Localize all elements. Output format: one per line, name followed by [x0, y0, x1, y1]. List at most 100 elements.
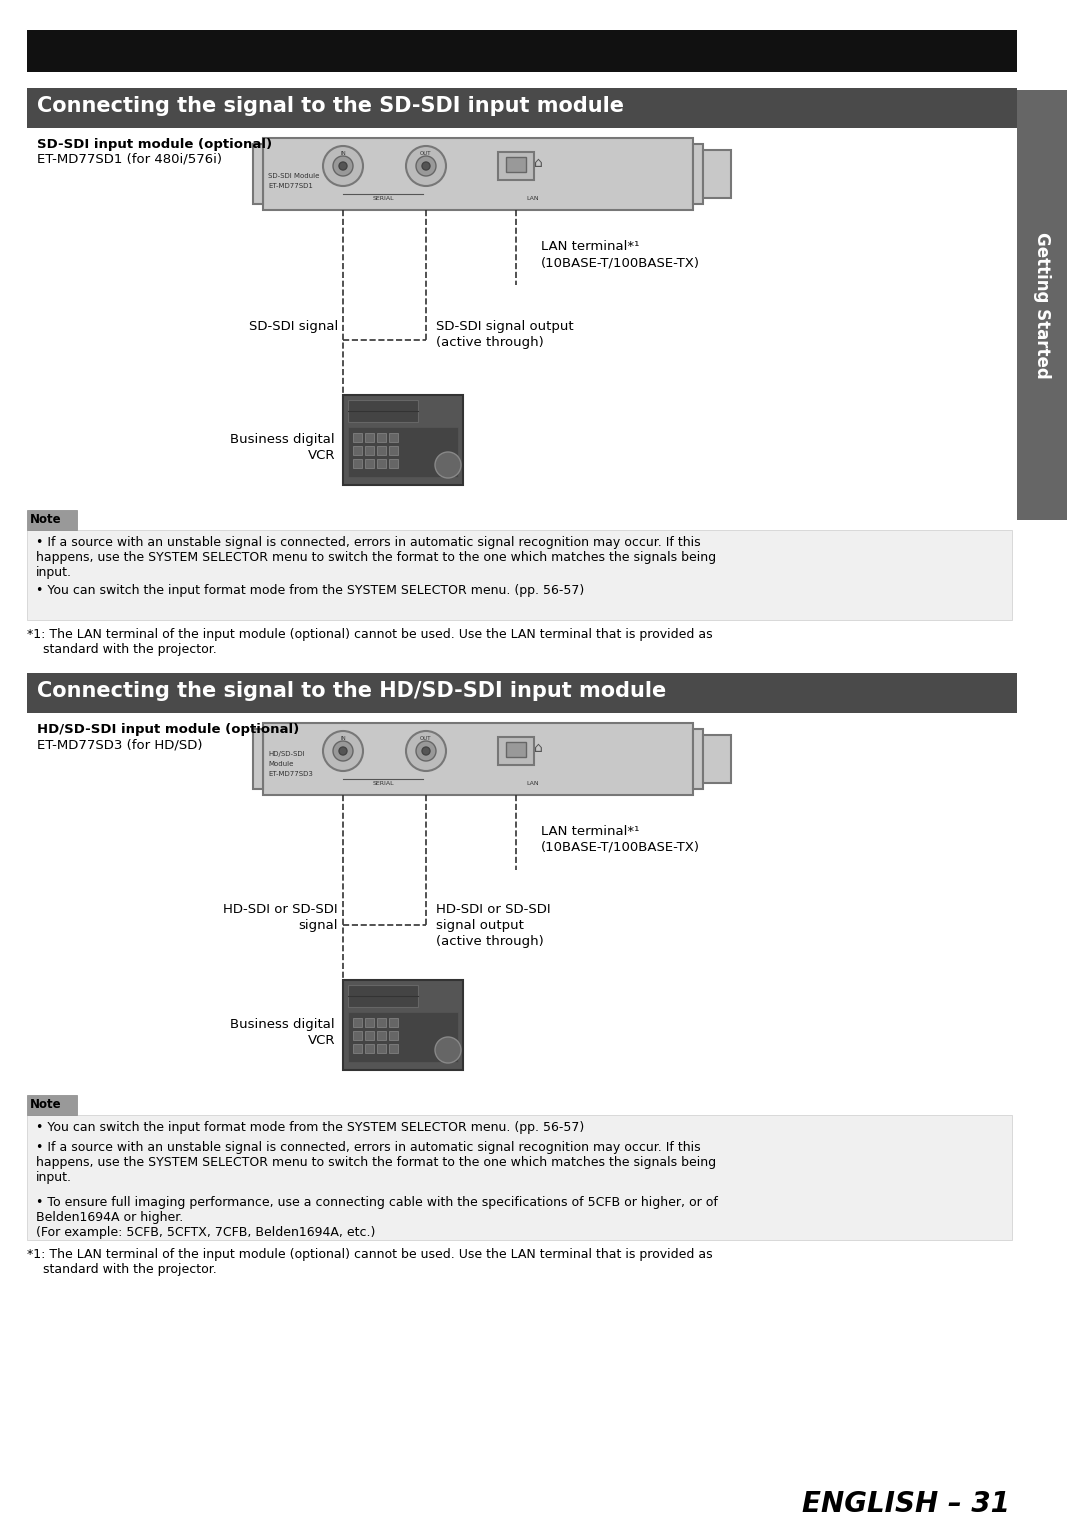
Text: (active through): (active through)	[436, 935, 543, 948]
Bar	[353, 1019, 362, 1028]
Text: • To ensure full imaging performance, use a connecting cable with the specificat: • To ensure full imaging performance, us…	[36, 1196, 718, 1238]
Text: • If a source with an unstable signal is connected, errors in automatic signal r: • If a source with an unstable signal is…	[36, 536, 716, 579]
Text: ENGLISH – 31: ENGLISH – 31	[802, 1490, 1010, 1518]
Bar	[27, 673, 1017, 713]
Text: ET-MD77SD1 (for 480i/576i): ET-MD77SD1 (for 480i/576i)	[37, 153, 222, 166]
Bar	[348, 400, 418, 421]
Text: SERIAL: SERIAL	[373, 195, 394, 202]
Bar	[365, 446, 374, 455]
Text: IN: IN	[340, 151, 346, 156]
Text: LAN terminal*¹: LAN terminal*¹	[541, 825, 639, 838]
Bar	[348, 985, 418, 1006]
Text: • You can switch the input format mode from the SYSTEM SELECTOR menu. (pp. 56-57: • You can switch the input format mode f…	[36, 1121, 584, 1135]
Bar	[389, 1044, 399, 1054]
Bar	[377, 1044, 386, 1054]
Bar	[377, 434, 386, 441]
Text: VCR: VCR	[308, 1034, 335, 1048]
Bar	[693, 144, 703, 205]
Bar	[253, 728, 264, 789]
Text: SD-SDI signal output: SD-SDI signal output	[436, 321, 573, 333]
Text: HD/SD-SDI: HD/SD-SDI	[268, 751, 305, 757]
Text: signal output: signal output	[436, 919, 524, 931]
Text: *1: The LAN terminal of the input module (optional) cannot be used. Use the LAN : *1: The LAN terminal of the input module…	[27, 628, 713, 657]
Text: Module: Module	[268, 760, 294, 767]
Text: LAN: LAN	[527, 195, 539, 202]
Text: • If a source with an unstable signal is connected, errors in automatic signal r: • If a source with an unstable signal is…	[36, 1141, 716, 1183]
Bar	[377, 446, 386, 455]
Circle shape	[406, 731, 446, 771]
Bar	[353, 1031, 362, 1040]
Circle shape	[333, 156, 353, 176]
Text: VCR: VCR	[308, 449, 335, 463]
Text: LAN terminal*¹: LAN terminal*¹	[541, 240, 639, 253]
Text: SERIAL: SERIAL	[373, 780, 394, 786]
Text: ET-MD77SD1: ET-MD77SD1	[268, 183, 313, 189]
Bar	[377, 1031, 386, 1040]
Text: IN: IN	[340, 736, 346, 741]
Bar	[365, 460, 374, 467]
Text: Note: Note	[30, 1098, 62, 1112]
Bar	[365, 1031, 374, 1040]
Bar	[27, 89, 1017, 128]
Circle shape	[406, 147, 446, 186]
Text: ⌂: ⌂	[534, 741, 542, 754]
Text: (10BASE-T/100BASE-TX): (10BASE-T/100BASE-TX)	[541, 257, 700, 269]
Circle shape	[416, 741, 436, 760]
Bar	[27, 1095, 77, 1115]
Bar	[498, 153, 534, 180]
Bar	[498, 738, 534, 765]
Text: OUT: OUT	[420, 736, 432, 741]
Text: SD-SDI input module (optional): SD-SDI input module (optional)	[37, 137, 272, 151]
Bar	[703, 150, 731, 199]
Bar	[353, 446, 362, 455]
Bar	[377, 1019, 386, 1028]
Bar	[353, 1044, 362, 1054]
Bar	[264, 137, 693, 211]
Bar	[389, 446, 399, 455]
Bar	[348, 1012, 458, 1061]
Bar	[343, 980, 463, 1070]
Circle shape	[339, 747, 347, 754]
Bar	[27, 530, 1012, 620]
Bar	[365, 1019, 374, 1028]
Bar	[264, 722, 693, 796]
Text: Note: Note	[30, 513, 62, 525]
Bar	[365, 1044, 374, 1054]
Bar	[507, 742, 526, 757]
Text: HD-SDI or SD-SDI: HD-SDI or SD-SDI	[224, 902, 338, 916]
Text: (10BASE-T/100BASE-TX): (10BASE-T/100BASE-TX)	[541, 841, 700, 854]
Circle shape	[323, 147, 363, 186]
Bar	[389, 1019, 399, 1028]
Text: Business digital: Business digital	[230, 1019, 335, 1031]
Text: (active through): (active through)	[436, 336, 543, 350]
Bar	[27, 510, 77, 530]
Text: OUT: OUT	[420, 151, 432, 156]
Text: Connecting the signal to the HD/SD-SDI input module: Connecting the signal to the HD/SD-SDI i…	[37, 681, 666, 701]
Text: LAN: LAN	[527, 780, 539, 786]
Text: SD-SDI Module: SD-SDI Module	[268, 173, 320, 179]
Bar	[343, 395, 463, 486]
Bar	[365, 434, 374, 441]
Circle shape	[422, 747, 430, 754]
Circle shape	[339, 162, 347, 169]
Circle shape	[435, 1037, 461, 1063]
Circle shape	[422, 162, 430, 169]
Bar	[27, 1115, 1012, 1240]
Text: Business digital: Business digital	[230, 434, 335, 446]
Bar	[693, 728, 703, 789]
Bar	[389, 1031, 399, 1040]
Bar	[353, 460, 362, 467]
Circle shape	[323, 731, 363, 771]
Bar	[348, 428, 458, 476]
Bar	[353, 434, 362, 441]
Bar	[1017, 90, 1067, 521]
Text: Connecting the signal to the SD-SDI input module: Connecting the signal to the SD-SDI inpu…	[37, 96, 624, 116]
Text: signal: signal	[298, 919, 338, 931]
Text: *1: The LAN terminal of the input module (optional) cannot be used. Use the LAN : *1: The LAN terminal of the input module…	[27, 1248, 713, 1277]
Text: HD/SD-SDI input module (optional): HD/SD-SDI input module (optional)	[37, 722, 299, 736]
Bar	[389, 434, 399, 441]
Text: HD-SDI or SD-SDI: HD-SDI or SD-SDI	[436, 902, 551, 916]
Bar	[389, 460, 399, 467]
Text: ET-MD77SD3 (for HD/SD): ET-MD77SD3 (for HD/SD)	[37, 738, 203, 751]
Bar	[27, 31, 1017, 72]
